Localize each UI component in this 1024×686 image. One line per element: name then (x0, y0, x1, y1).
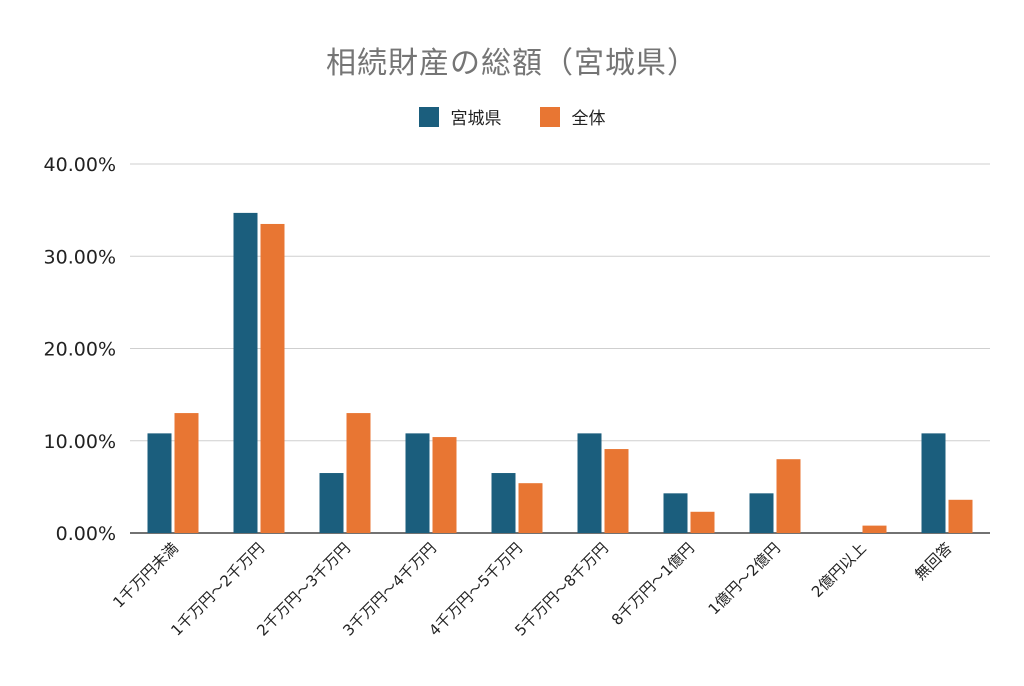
legend-swatch-miyagi (418, 106, 439, 127)
bar-miyagi (577, 433, 602, 533)
legend-item-overall: 全体 (539, 104, 606, 129)
bar-overall (862, 525, 887, 533)
bar-overall (690, 511, 715, 533)
legend-item-miyagi: 宮城県 (418, 104, 502, 129)
x-tick-label: 2千万円～3千万円 (253, 539, 353, 639)
legend-label-overall: 全体 (571, 109, 606, 129)
x-tick-label: 2億円以上 (808, 539, 870, 601)
bar-miyagi (319, 473, 344, 533)
x-tick-label: 1億円～2億円 (705, 539, 784, 618)
x-tick-label: 3千万円～4千万円 (339, 539, 439, 639)
bar-overall (346, 413, 371, 533)
bar-overall (260, 223, 285, 533)
y-tick-label: 20.00% (44, 339, 116, 361)
bar-overall (432, 437, 457, 533)
bar-overall (776, 459, 801, 533)
bar-miyagi (405, 433, 430, 533)
bar-miyagi (749, 493, 774, 533)
bar-overall (604, 449, 629, 533)
bar-overall (518, 483, 543, 533)
y-tick-label: 30.00% (44, 246, 116, 268)
bar-miyagi (663, 493, 688, 533)
x-tick-label: 無回答 (911, 539, 956, 584)
y-tick-label: 10.00% (44, 431, 116, 453)
legend-label-miyagi: 宮城県 (450, 109, 502, 129)
bar-miyagi (921, 433, 946, 533)
y-tick-label: 0.00% (56, 523, 116, 545)
chart-title: 相続財産の総額（宮城県） (326, 46, 698, 81)
bar-overall (948, 499, 973, 533)
x-tick-label: 1千万円～2千万円 (167, 539, 267, 639)
bar-miyagi (233, 212, 258, 533)
x-tick-label: 4千万円～5千万円 (425, 539, 525, 639)
x-tick-label: 1千万円未満 (109, 539, 182, 612)
legend: 宮城県 全体 (0, 104, 1024, 129)
x-tick-label: 5千万円～8千万円 (511, 539, 611, 639)
bar-overall (174, 413, 199, 533)
bar-miyagi (491, 473, 516, 533)
legend-swatch-overall (539, 106, 560, 127)
x-tick-label: 8千万円～1億円 (608, 539, 698, 629)
y-tick-label: 40.00% (44, 154, 116, 176)
bar-miyagi (147, 433, 172, 533)
